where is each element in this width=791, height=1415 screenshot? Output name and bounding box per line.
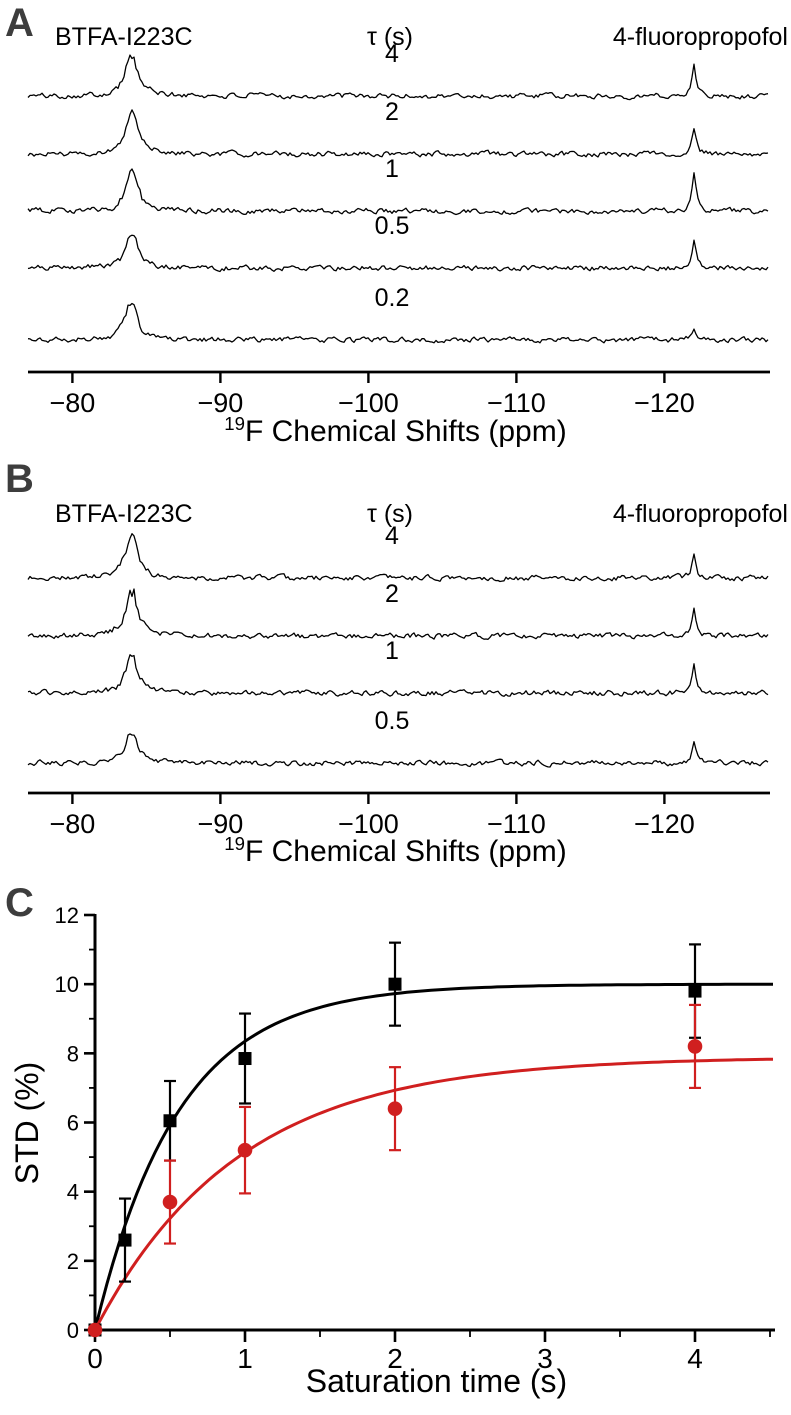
x-tick-label: −110 (487, 388, 546, 418)
data-point-circle (687, 1039, 703, 1054)
tau-value-label: 1 (385, 155, 399, 183)
panel-b-spectra: B BTFA-I223C τ (s) 4-fluoropropofol 4 2 1 0… (5, 458, 788, 839)
nmr-trace-tau-4 (27, 533, 769, 583)
nmr-trace-tau-0.2 (27, 302, 769, 344)
panel-a-ligand-header: 4-fluoropropofol (613, 23, 788, 51)
y-tick-label: 12 (55, 903, 79, 928)
x-tick-label: −120 (634, 809, 695, 839)
data-point-square (688, 984, 702, 998)
data-point-square (163, 1114, 177, 1128)
panel-a-xaxis-title: 19F Chemical Shifts (ppm) (0, 413, 791, 449)
tau-value-label: 1 (385, 637, 399, 665)
tau-value-label: 4 (385, 40, 399, 68)
data-point-square (118, 1233, 132, 1247)
tau-value-label: 0.5 (375, 707, 410, 735)
data-point-circle (387, 1101, 403, 1116)
panel-b-tau-header: τ (s) (367, 500, 413, 528)
panel-b-protein-header: BTFA-I223C (55, 500, 193, 528)
x-tick-label: −80 (49, 388, 95, 418)
panel-b-xaxis-superscript: 19 (224, 833, 245, 854)
panel-a-xaxis-superscript: 19 (224, 413, 245, 434)
nmr-trace-tau-4 (27, 54, 769, 101)
data-point-square (388, 977, 402, 991)
fit-curve (93, 982, 773, 1331)
x-tick-label: −100 (338, 809, 399, 839)
panel-a-xaxis-text: F Chemical Shifts (ppm) (244, 415, 567, 448)
panel-b-xaxis-text: F Chemical Shifts (ppm) (244, 835, 567, 868)
panel-a-spectra: A BTFA-I223C τ (s) 4-fluoropropofol 4 2 1 0… (5, 1, 788, 418)
tau-value-label: 0.2 (375, 284, 410, 312)
x-tick-label: −90 (197, 388, 243, 418)
nmr-trace-tau-1 (27, 168, 769, 216)
panel-b-letter: B (5, 458, 34, 501)
tau-value-label: 4 (385, 522, 399, 550)
y-tick-label: 6 (67, 1111, 79, 1136)
y-tick-label: 10 (55, 972, 79, 997)
y-tick-label: 0 (67, 1318, 79, 1343)
x-tick-label: −110 (487, 809, 546, 839)
x-tick-label: 0 (87, 1343, 103, 1374)
tau-value-label: 2 (385, 580, 399, 608)
x-tick-label: 3 (537, 1343, 553, 1374)
nmr-trace-tau-0.5 (27, 733, 769, 768)
panel-a-tau-header: τ (s) (367, 23, 413, 51)
x-tick-label: 4 (687, 1343, 703, 1374)
x-tick-label: −100 (338, 388, 399, 418)
panel-c-letter: C (5, 881, 34, 925)
panel-a-protein-header: BTFA-I223C (55, 23, 193, 51)
data-point-circle (162, 1194, 178, 1210)
tau-value-label: 0.5 (375, 212, 410, 240)
nmr-trace-tau-2 (27, 109, 769, 158)
panel-c-xaxis-title: Saturation time (s) (305, 1363, 568, 1399)
tau-value-label: 2 (385, 98, 399, 126)
fit-curve (93, 1057, 774, 1331)
y-tick-label: 8 (67, 1041, 79, 1066)
x-tick-label: 2 (387, 1343, 403, 1374)
y-tick-label: 4 (67, 1180, 79, 1205)
x-tick-label: 1 (237, 1343, 253, 1374)
x-tick-label: −90 (197, 809, 243, 839)
data-point-circle (237, 1142, 253, 1158)
panel-b-xaxis-title: 19F Chemical Shifts (ppm) (0, 833, 791, 869)
nmr-trace-tau-1 (27, 654, 769, 697)
x-tick-label: −80 (49, 809, 95, 839)
panel-a-letter: A (5, 1, 34, 45)
nmr-trace-tau-2 (27, 588, 769, 640)
x-tick-label: −120 (634, 388, 695, 418)
data-point-circle (87, 1322, 103, 1338)
panel-c-yaxis-title: STD (%) (9, 1061, 45, 1185)
nmr-trace-tau-0.5 (27, 234, 769, 273)
panel-b-ligand-header: 4-fluoropropofol (613, 500, 788, 528)
data-point-square (238, 1052, 252, 1066)
y-tick-label: 2 (67, 1249, 79, 1274)
